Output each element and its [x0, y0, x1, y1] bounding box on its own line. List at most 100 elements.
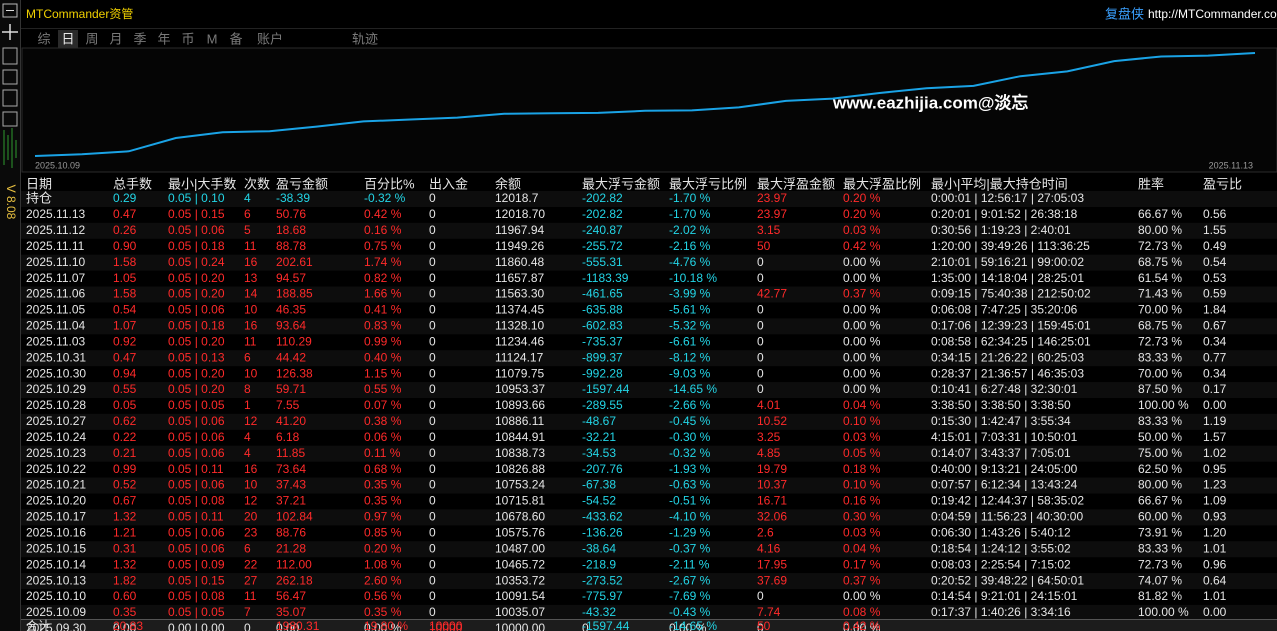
minimize-icon[interactable] — [2, 3, 18, 18]
cell: 17.95 — [757, 557, 787, 571]
row-label: 2025.11.11 — [26, 239, 85, 253]
cell: 10465.72 — [495, 557, 545, 571]
cell: 0 — [757, 366, 764, 380]
cell: -5.32 % — [669, 319, 711, 333]
cell: 0.56 % — [364, 589, 402, 603]
tab[interactable]: 周 — [85, 31, 98, 46]
cell: 0 — [429, 525, 436, 539]
toolbar-button[interactable] — [2, 47, 18, 65]
cell: 0.62 — [113, 414, 137, 428]
cell: 0 — [582, 621, 589, 631]
cell: 0.05 | 0.18 — [168, 239, 225, 253]
cell: -1597.44 — [582, 619, 630, 631]
tab[interactable]: 月 — [109, 31, 122, 46]
cell: -635.88 — [582, 303, 623, 317]
tab[interactable]: M — [207, 31, 218, 46]
cell: 1.74 % — [364, 255, 402, 269]
signal-icon — [3, 128, 17, 168]
cell: -43.32 — [582, 605, 616, 619]
cell: 0 — [429, 319, 436, 333]
row-bg — [21, 509, 1277, 526]
cell: 68.75 % — [1138, 319, 1182, 333]
column-header: 日期 — [26, 176, 52, 191]
cell: 0.20 % — [364, 541, 402, 555]
cell: 1.21 — [113, 525, 137, 539]
cell: -136.26 — [582, 525, 623, 539]
cell: 10.37 — [757, 478, 787, 492]
cell: 0.00 % — [843, 350, 881, 364]
cell: 20.83 — [113, 619, 143, 631]
cell: 0:00:01 | 12:56:17 | 27:05:03 — [931, 191, 1084, 205]
cell: 1980.31 — [276, 619, 320, 631]
cell: 1:35:00 | 14:18:04 | 28:25:01 — [931, 271, 1084, 285]
cell: 0.05 | 0.15 — [168, 573, 225, 587]
row-bg — [21, 477, 1277, 494]
cell: 0 — [429, 191, 436, 205]
cell: 0.00 % — [843, 255, 881, 269]
cell: 0.68 % — [364, 462, 402, 476]
cell: 0.16 % — [364, 223, 402, 237]
url[interactable]: http://MTCommander.com — [1148, 7, 1277, 21]
cell: 0.05 | 0.06 — [168, 525, 225, 539]
cell: 37.69 — [757, 573, 787, 587]
cell: 0.05 | 0.06 — [168, 478, 225, 492]
cell: 0.05 % — [843, 446, 881, 460]
cell: 0.95 — [1203, 462, 1227, 476]
cell: 46.35 — [276, 303, 306, 317]
cell: 0.31 — [113, 541, 137, 555]
tab[interactable]: 年 — [157, 31, 170, 46]
cell: 74.07 % — [1138, 573, 1182, 587]
tab[interactable]: 备 — [229, 31, 242, 46]
cell: 23.97 — [757, 207, 787, 221]
cell: 0.05 | 0.06 — [168, 541, 225, 555]
cell: 1.09 — [1203, 494, 1227, 508]
cell: 0.40 % — [364, 350, 402, 364]
cell: 2.60 % — [364, 573, 402, 587]
help-button[interactable] — [2, 69, 18, 85]
tab[interactable]: 币 — [181, 31, 194, 46]
cell: 10000 — [429, 621, 463, 631]
tab[interactable]: 综 — [37, 31, 50, 46]
cell: 0.05 | 0.06 — [168, 223, 225, 237]
cell: 0.00 — [1203, 398, 1227, 412]
cell: 83.33 % — [1138, 350, 1182, 364]
cell: 88.78 — [276, 239, 306, 253]
cell: -1.70 % — [669, 191, 711, 205]
cell: -3.99 % — [669, 287, 711, 301]
tab[interactable]: 季 — [133, 31, 146, 46]
cell: -207.76 — [582, 462, 623, 476]
tab[interactable]: 轨迹 — [352, 31, 378, 46]
cell: 0 — [429, 255, 436, 269]
row-bg — [21, 541, 1277, 558]
toolbar-button[interactable] — [2, 89, 18, 107]
cell: 11 — [244, 334, 257, 348]
row-label: 2025.10.23 — [26, 446, 86, 460]
cell: 93.64 — [276, 319, 306, 333]
cell: -0.32 % — [364, 191, 406, 205]
cell: 0.00 — [113, 621, 137, 631]
cell: 0.05 | 0.09 — [168, 557, 225, 571]
report-table: 日期 总手数 最小|大手数 次数 盈亏金额 百分比% 出入金 余额 最大浮亏金额 最大浮亏比例 最大… — [21, 176, 1277, 631]
cell: 0.05 | 0.20 — [168, 287, 225, 301]
toolbar-button[interactable] — [2, 111, 18, 127]
cell: 0.00 — [276, 621, 300, 631]
cell: 1.15 % — [364, 366, 402, 380]
row-label: 2025.11.07 — [26, 271, 85, 285]
cell: 10753.24 — [495, 478, 545, 492]
cell: 4.85 — [757, 446, 781, 460]
move-icon[interactable] — [2, 24, 18, 40]
tab[interactable]: 账户 — [257, 31, 283, 46]
cell: 0.07 % — [364, 398, 402, 412]
cell: 0 — [429, 223, 436, 237]
cell: 0:34:15 | 21:26:22 | 60:25:03 — [931, 350, 1084, 364]
cell: 0.18 % — [843, 462, 881, 476]
cell: 11.85 — [276, 446, 305, 460]
cell: 4:15:01 | 7:03:31 | 10:50:01 — [931, 430, 1078, 444]
tab[interactable]: 日 — [61, 31, 74, 46]
cell: 3.15 — [757, 223, 781, 237]
cell: 102.84 — [276, 510, 313, 524]
cell: 10 — [244, 303, 258, 317]
row-bg — [21, 619, 1277, 631]
cell: 12 — [244, 414, 258, 428]
cell: 10 — [244, 366, 258, 380]
